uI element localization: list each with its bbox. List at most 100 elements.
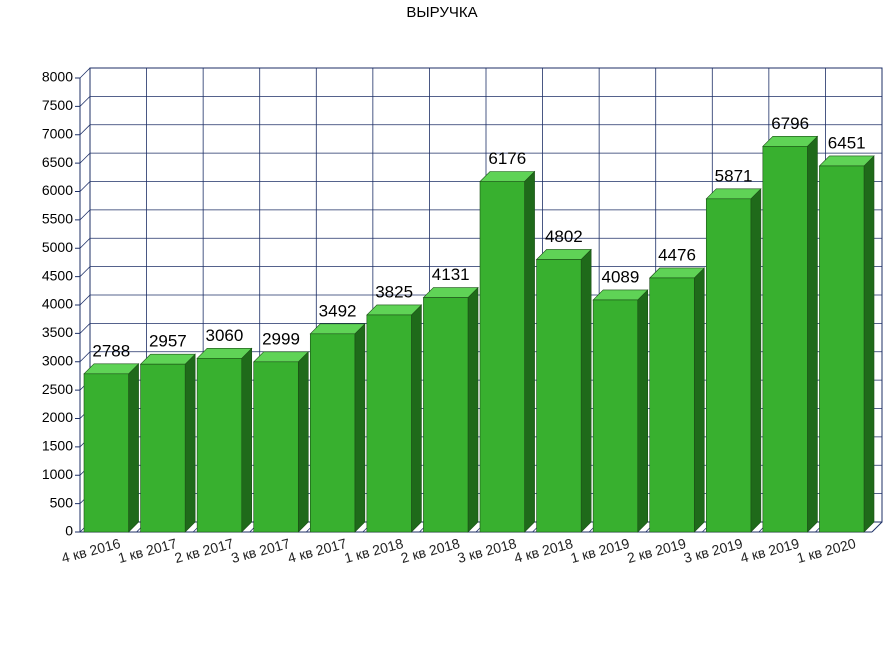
y-tick-label: 1500	[42, 438, 73, 454]
x-tick-label: 1 кв 2020	[795, 535, 858, 566]
bar-top	[196, 348, 253, 359]
grid-side	[79, 67, 91, 79]
bar-front	[423, 297, 469, 533]
bar-side	[467, 286, 479, 533]
y-tick-label: 4000	[42, 296, 73, 312]
y-tick-label: 7000	[42, 125, 73, 141]
y-tick-label: 6000	[42, 182, 73, 198]
bar-side	[750, 188, 762, 533]
bar-side	[807, 135, 818, 533]
y-tick-label: 4500	[42, 267, 73, 283]
y-tick-label: 5500	[42, 211, 73, 227]
bar	[422, 286, 479, 533]
y-tick-label: 3500	[42, 324, 73, 340]
bar-top	[762, 136, 819, 147]
bar-front	[309, 333, 356, 533]
x-tick-label: 4 кв 2016	[60, 535, 123, 566]
bar-side	[241, 347, 253, 533]
bar-top	[648, 267, 706, 279]
bar	[139, 353, 196, 533]
value-label: 6176	[488, 149, 526, 168]
grid-side	[79, 209, 91, 221]
grid-side	[79, 266, 91, 277]
x-tick-label: 4 кв 2017	[286, 535, 349, 566]
value-label: 4802	[545, 227, 583, 246]
y-tick-label: 8000	[42, 69, 73, 85]
bar	[83, 363, 140, 533]
grid-side	[79, 294, 91, 306]
bar	[762, 135, 819, 533]
bar-top	[535, 249, 592, 260]
bar-front	[592, 299, 639, 533]
bar-top	[83, 363, 140, 375]
bar-side	[524, 170, 535, 533]
bar	[309, 323, 366, 533]
bar-front	[819, 165, 865, 533]
value-label: 3825	[375, 282, 413, 301]
bar-side	[128, 363, 139, 533]
value-label: 6451	[828, 133, 866, 152]
bar	[705, 188, 762, 533]
bar-top	[479, 171, 536, 182]
bar-top	[705, 188, 762, 200]
bar-top	[309, 323, 366, 335]
bar	[592, 289, 649, 533]
x-tick-label: 3 кв 2017	[229, 535, 292, 566]
bar-front	[253, 361, 299, 533]
value-label: 2999	[262, 329, 300, 348]
bar-front	[649, 277, 695, 533]
bar-top	[366, 304, 423, 316]
x-tick-label: 4 кв 2018	[512, 535, 575, 566]
bar	[479, 170, 536, 533]
bar-top	[252, 351, 310, 363]
grid-side	[79, 237, 91, 249]
y-tick-label: 6500	[42, 154, 73, 170]
y-tick-label: 0	[65, 523, 73, 539]
bar-front	[140, 363, 186, 533]
y-tick-label: 5000	[42, 239, 73, 255]
y-tick-label: 7500	[42, 97, 73, 113]
bar-side	[863, 155, 875, 533]
value-label: 4476	[658, 245, 696, 264]
x-tick-label: 2 кв 2018	[399, 535, 462, 566]
bar-side	[184, 353, 196, 533]
bar-top	[139, 353, 196, 365]
y-tick-label: 500	[50, 494, 74, 510]
bar-side	[354, 323, 366, 533]
bar	[535, 248, 592, 533]
x-tick-label: 4 кв 2019	[739, 535, 802, 566]
value-label: 3060	[206, 326, 244, 345]
y-tick-label: 1000	[42, 466, 73, 482]
bar-front	[536, 259, 582, 533]
y-tick-label: 2500	[42, 381, 73, 397]
bar-top	[422, 287, 479, 298]
value-label: 6796	[771, 114, 809, 133]
y-tick-label: 3000	[42, 352, 73, 368]
grid-side	[79, 181, 91, 192]
x-tick-label: 1 кв 2018	[343, 535, 406, 566]
grid-side	[79, 124, 91, 136]
bar-side	[693, 267, 705, 533]
bar	[196, 347, 253, 533]
x-tick-label: 3 кв 2018	[456, 535, 519, 566]
bar-side	[637, 289, 649, 533]
bar-front	[366, 314, 412, 533]
value-label: 5871	[715, 166, 753, 185]
bar-top	[592, 289, 649, 301]
bar-side	[580, 248, 592, 533]
bar	[252, 351, 310, 533]
bar-top	[818, 155, 875, 167]
grid-side	[79, 152, 91, 164]
value-label: 2788	[92, 341, 130, 360]
bar	[818, 155, 875, 533]
bar-front	[196, 358, 243, 533]
floor-edge	[871, 521, 883, 533]
chart-title: ВЫРУЧКА	[406, 4, 477, 21]
bar-front	[762, 146, 808, 533]
x-tick-label: 2 кв 2017	[173, 535, 236, 566]
bar-front	[705, 198, 752, 533]
bar-side	[297, 351, 309, 533]
x-tick-label: 1 кв 2017	[116, 535, 179, 566]
bar	[366, 304, 423, 533]
